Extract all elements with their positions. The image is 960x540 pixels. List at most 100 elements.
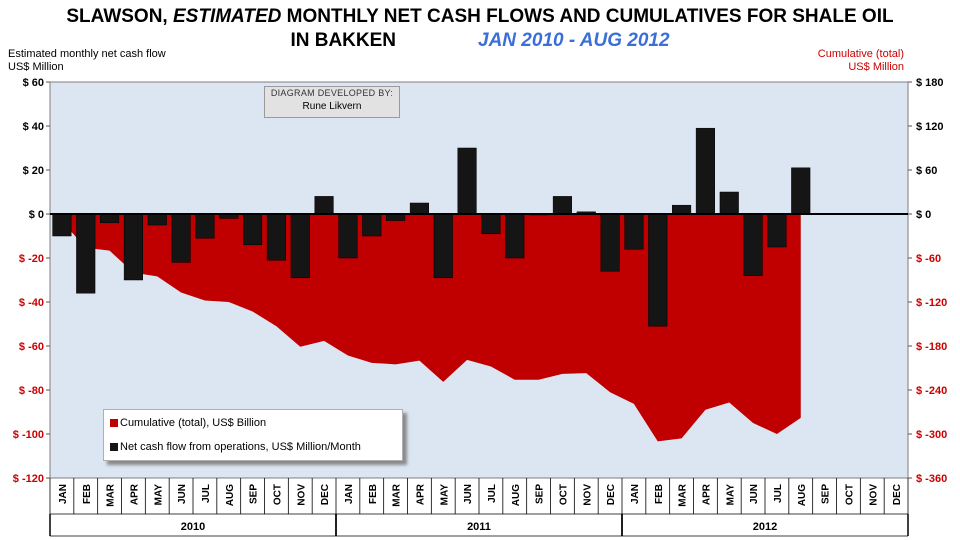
net-cash-flow-bar xyxy=(791,167,811,215)
month-tick-label: JUL xyxy=(773,484,784,503)
left-axis-tick-label: $ 20 xyxy=(23,165,44,177)
left-axis-tick-label: $ -100 xyxy=(13,429,44,441)
net-cash-flow-bar xyxy=(243,213,263,246)
month-tick-label: OCT xyxy=(844,484,855,505)
chart-title-line1: SLAWSON, ESTIMATED MONTHLY NET CASH FLOW… xyxy=(0,6,960,28)
left-axis-tick-label: $ 60 xyxy=(23,77,44,89)
net-cash-flow-bar xyxy=(505,213,525,259)
net-cash-flow-bar xyxy=(767,213,787,248)
legend-item-cumulative: Cumulative (total), US$ Billion xyxy=(110,416,266,430)
month-tick-label: SEP xyxy=(535,484,546,504)
month-tick-label: MAR xyxy=(678,483,689,507)
right-axis-tick-label: $ -360 xyxy=(916,473,947,485)
month-tick-label: DEC xyxy=(320,484,331,505)
right-axis-title-line1: Cumulative (total) xyxy=(817,48,904,60)
title-prefix: SLAWSON, xyxy=(66,6,173,27)
net-cash-flow-bar xyxy=(123,213,143,281)
net-cash-flow-bar xyxy=(743,213,763,276)
net-cash-flow-bar xyxy=(600,213,620,272)
left-axis-tick-label: $ -120 xyxy=(13,473,44,485)
right-axis-title-line2: US$ Million xyxy=(848,61,904,73)
month-tick-label: MAY xyxy=(725,484,736,506)
month-tick-label: JAN xyxy=(344,484,355,504)
month-tick-label: AUG xyxy=(511,484,522,506)
month-tick-label: DEC xyxy=(892,484,903,505)
month-tick-label: MAY xyxy=(439,484,450,506)
left-axis-tick-label: $ 40 xyxy=(23,121,44,133)
month-tick-label: NOV xyxy=(582,484,593,506)
month-tick-label: JUL xyxy=(201,484,212,503)
net-cash-flow-bar xyxy=(695,127,715,215)
net-cash-flow-bar xyxy=(719,191,739,215)
net-cash-flow-bar xyxy=(481,213,501,235)
net-cash-flow-bar xyxy=(552,196,572,215)
net-cash-flow-bar xyxy=(314,196,334,215)
month-tick-label: JUN xyxy=(463,484,474,504)
month-tick-label: JUN xyxy=(177,484,188,504)
year-label: 2012 xyxy=(753,521,777,533)
net-cash-flow-bar xyxy=(52,213,72,237)
net-cash-flow-bar xyxy=(338,213,358,259)
title-emphasis: ESTIMATED xyxy=(173,6,282,27)
month-tick-label: DEC xyxy=(606,484,617,505)
right-axis-tick-label: $ 0 xyxy=(916,209,931,221)
left-axis-title-line1: Estimated monthly net cash flow xyxy=(8,48,166,60)
net-cash-flow-bar xyxy=(433,213,453,279)
right-axis-tick-label: $ 60 xyxy=(916,165,937,177)
month-tick-label: SEP xyxy=(249,484,260,504)
right-axis-tick-label: $ -300 xyxy=(916,429,947,441)
month-tick-label: MAR xyxy=(392,483,403,507)
left-axis-tick-label: $ -40 xyxy=(19,297,44,309)
legend-label-net-cash-flow: Net cash flow from operations, US$ Milli… xyxy=(120,441,361,453)
month-tick-label: OCT xyxy=(558,484,569,505)
legend-item-net-cash-flow: Net cash flow from operations, US$ Milli… xyxy=(110,440,361,454)
month-tick-label: AUG xyxy=(225,484,236,506)
month-tick-label: SEP xyxy=(821,484,832,504)
right-axis-tick-label: $ 120 xyxy=(916,121,944,133)
net-cash-flow-bar xyxy=(195,213,215,239)
legend-label-cumulative: Cumulative (total), US$ Billion xyxy=(120,417,267,429)
legend-swatch-cumulative xyxy=(110,419,118,428)
month-tick-label: JAN xyxy=(58,484,69,504)
legend-swatch-net-cash-flow xyxy=(110,443,118,452)
month-tick-label: FEB xyxy=(82,484,93,504)
right-axis-tick-label: $ 180 xyxy=(916,77,944,89)
left-axis-title: Estimated monthly net cash flow US$ Mill… xyxy=(8,48,166,74)
chart-title-line2: IN BAKKEN JAN 2010 - AUG 2012 xyxy=(0,30,960,52)
right-axis-tick-label: $ -120 xyxy=(916,297,947,309)
left-axis-tick-label: $ 0 xyxy=(29,209,44,221)
net-cash-flow-bar xyxy=(266,213,286,261)
month-tick-label: JAN xyxy=(630,484,641,504)
net-cash-flow-bar xyxy=(171,213,191,263)
month-tick-label: APR xyxy=(129,483,140,505)
month-tick-label: APR xyxy=(701,483,712,505)
title-period: JAN 2010 - AUG 2012 xyxy=(478,30,670,51)
right-axis-tick-label: $ -180 xyxy=(916,341,947,353)
left-axis-tick-label: $ -80 xyxy=(19,385,44,397)
net-cash-flow-bar xyxy=(624,213,644,250)
month-tick-label: APR xyxy=(415,483,426,505)
month-tick-label: JUN xyxy=(749,484,760,504)
month-tick-label: FEB xyxy=(654,484,665,504)
title-region: IN BAKKEN xyxy=(290,30,397,51)
title-suffix: MONTHLY NET CASH FLOWS AND CUMULATIVES F… xyxy=(281,6,894,27)
right-axis-tick-label: $ -240 xyxy=(916,385,947,397)
net-cash-flow-bar xyxy=(147,213,167,226)
net-cash-flow-bar xyxy=(290,213,310,279)
month-tick-label: JUL xyxy=(487,484,498,503)
right-axis-title: Cumulative (total) US$ Million xyxy=(818,48,904,74)
year-label: 2011 xyxy=(467,521,491,533)
month-tick-label: AUG xyxy=(797,484,808,506)
year-label: 2010 xyxy=(181,521,205,533)
month-tick-label: OCT xyxy=(272,484,283,505)
credit-box: DIAGRAM DEVELOPED BY: Rune Likvern xyxy=(264,86,400,118)
net-cash-flow-bar xyxy=(409,202,429,215)
month-tick-label: NOV xyxy=(296,484,307,506)
month-tick-label: MAY xyxy=(153,484,164,506)
net-cash-flow-bar xyxy=(100,213,120,224)
net-cash-flow-bar xyxy=(672,204,692,215)
month-tick-label: FEB xyxy=(368,484,379,504)
left-axis-tick-label: $ -20 xyxy=(19,253,44,265)
credit-line2: Rune Likvern xyxy=(302,101,362,112)
